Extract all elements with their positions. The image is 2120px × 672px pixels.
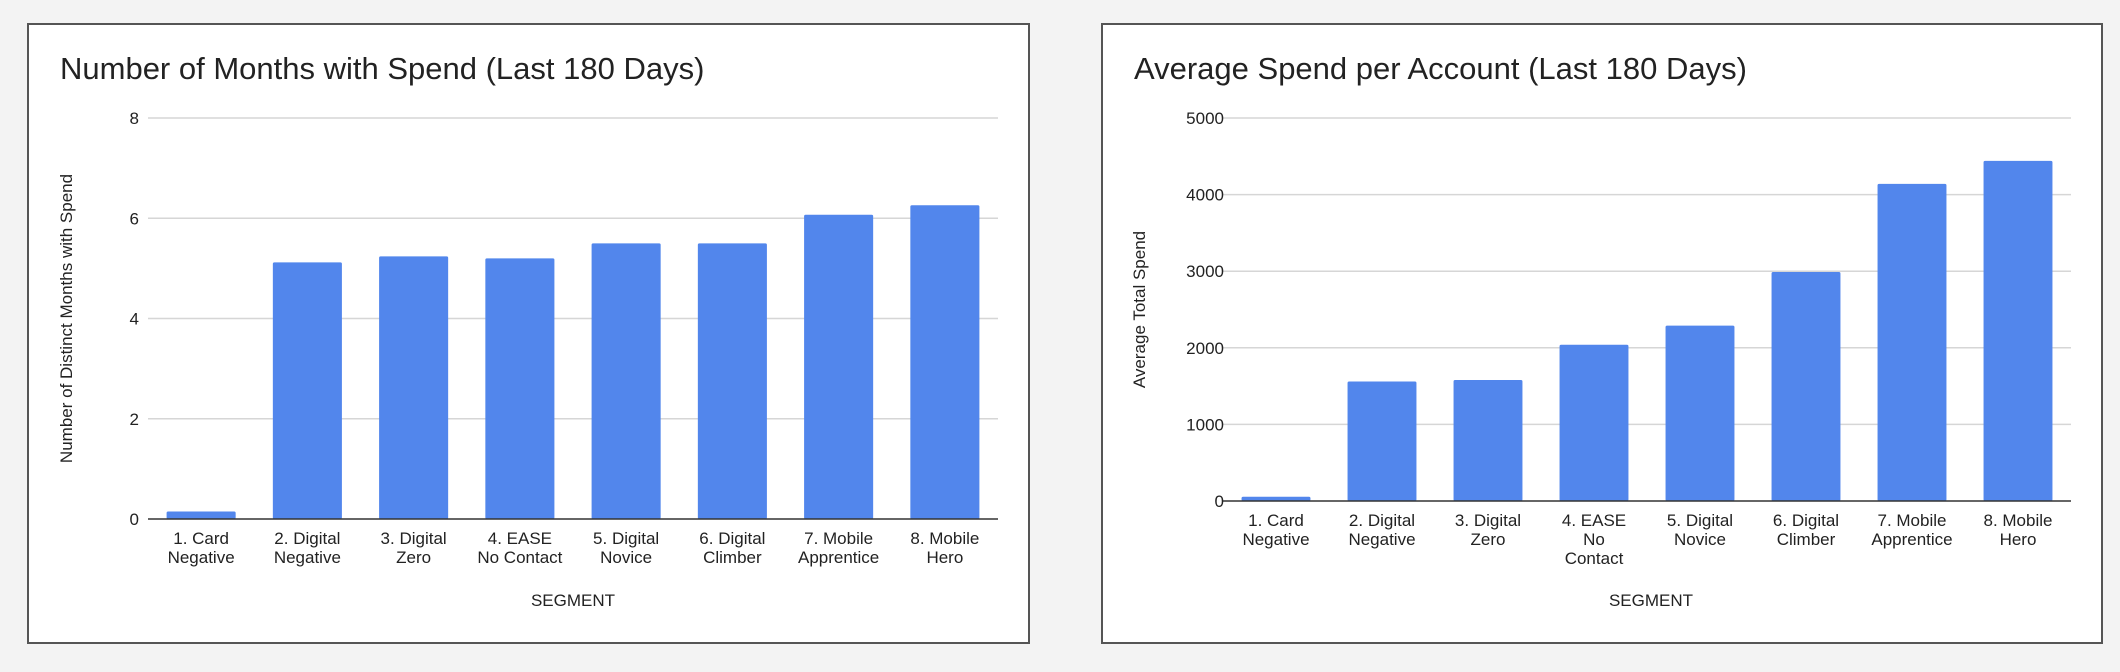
- x-tick-label-line: Apprentice: [1871, 530, 1952, 549]
- x-tick-label-line: 3. Digital: [381, 529, 447, 548]
- y-tick-label: 4000: [1186, 186, 1224, 205]
- y-axis-title: Number of Distinct Months with Spend: [57, 174, 76, 463]
- x-tick-label: 7. Mobile Apprentice: [1871, 511, 1952, 549]
- x-tick-label-line: 5. Digital: [593, 529, 659, 548]
- x-tick-label-line: Hero: [2000, 530, 2037, 549]
- x-tick-label-line: 8. Mobile: [910, 529, 979, 548]
- x-tick-label-line: Negative: [1348, 530, 1415, 549]
- x-tick-label: 2. Digital Negative: [1348, 511, 1415, 549]
- x-tick-label-line: Climber: [703, 548, 762, 567]
- x-tick-label-line: Hero: [926, 548, 963, 567]
- bar: [591, 243, 661, 519]
- chart-title: Number of Months with Spend (Last 180 Da…: [60, 51, 705, 86]
- x-tick-label-line: Negative: [1242, 530, 1309, 549]
- x-tick-label: 1. Card Negative: [168, 529, 235, 567]
- x-tick-label-line: 1. Card: [1248, 511, 1304, 530]
- y-tick-label: 2000: [1186, 339, 1224, 358]
- x-tick-label: 4. EASE No Contact: [1562, 511, 1626, 568]
- x-tick-label-line: Zero: [1471, 530, 1506, 549]
- x-tick-label-line: Novice: [600, 548, 652, 567]
- bar: [1771, 271, 1841, 501]
- x-tick-label: 2. Digital Negative: [274, 529, 341, 567]
- chart-card-months-with-spend: Number of Months with Spend (Last 180 Da…: [27, 23, 1030, 644]
- bar: [1347, 381, 1417, 501]
- x-tick-label: 6. Digital Climber: [1773, 511, 1839, 549]
- bar: [804, 214, 874, 519]
- bar: [379, 256, 449, 519]
- x-tick-label-line: 7. Mobile: [1878, 511, 1947, 530]
- x-tick-label-line: 8. Mobile: [1984, 511, 2053, 530]
- y-axis-title: Average Total Spend: [1130, 231, 1149, 388]
- y-tick-label: 2: [130, 410, 139, 429]
- x-tick-label-line: Novice: [1674, 530, 1726, 549]
- x-tick-label: 3. Digital Zero: [1455, 511, 1521, 549]
- bar: [697, 243, 767, 519]
- x-tick-label: 6. Digital Climber: [699, 529, 765, 567]
- x-tick-label-line: No Contact: [477, 548, 562, 567]
- x-tick-label-line: 5. Digital: [1667, 511, 1733, 530]
- y-tick-label: 4: [130, 310, 139, 329]
- bar: [1877, 183, 1947, 501]
- x-tick-label-line: No: [1583, 530, 1605, 549]
- bar: [1665, 325, 1735, 501]
- x-tick-label-line: Contact: [1565, 549, 1624, 568]
- x-tick-label-line: Climber: [1777, 530, 1836, 549]
- x-tick-label-line: 7. Mobile: [804, 529, 873, 548]
- x-tick-label-line: Zero: [396, 548, 431, 567]
- chart-card-average-spend: Average Spend per Account (Last 180 Days…: [1101, 23, 2103, 644]
- y-tick-label: 6: [130, 209, 139, 228]
- bar: [910, 205, 980, 519]
- bar: [485, 258, 555, 519]
- bar: [166, 511, 236, 519]
- x-tick-label-line: 2. Digital: [1349, 511, 1415, 530]
- y-tick-label: 0: [1215, 492, 1224, 511]
- bar: [1983, 160, 2053, 501]
- x-tick-label: 5. Digital Novice: [1667, 511, 1733, 549]
- y-tick-label: 0: [130, 510, 139, 529]
- x-tick-label-line: 4. EASE: [488, 529, 552, 548]
- x-tick-label-line: 3. Digital: [1455, 511, 1521, 530]
- bar: [272, 262, 342, 519]
- x-axis-title: SEGMENT: [531, 591, 615, 610]
- x-tick-label-line: 2. Digital: [274, 529, 340, 548]
- chart-title: Average Spend per Account (Last 180 Days…: [1134, 51, 1747, 86]
- x-tick-label-line: 4. EASE: [1562, 511, 1626, 530]
- y-tick-label: 3000: [1186, 262, 1224, 281]
- y-tick-label: 1000: [1186, 415, 1224, 434]
- x-tick-label: 7. Mobile Apprentice: [798, 529, 879, 567]
- y-tick-label: 8: [130, 109, 139, 128]
- x-tick-label-line: 6. Digital: [1773, 511, 1839, 530]
- x-tick-label-line: 1. Card: [173, 529, 229, 548]
- bar: [1559, 344, 1629, 501]
- x-tick-label: 3. Digital Zero: [381, 529, 447, 567]
- x-tick-label: 4. EASE No Contact: [477, 529, 562, 567]
- x-tick-label: 8. Mobile Hero: [1984, 511, 2053, 549]
- x-tick-label: 5. Digital Novice: [593, 529, 659, 567]
- x-tick-label-line: Apprentice: [798, 548, 879, 567]
- y-tick-label: 5000: [1186, 109, 1224, 128]
- bar: [1453, 379, 1523, 501]
- x-tick-label-line: Negative: [274, 548, 341, 567]
- bar: [1241, 496, 1311, 501]
- x-axis-title: SEGMENT: [1609, 591, 1693, 610]
- x-tick-label-line: Negative: [168, 548, 235, 567]
- x-tick-label: 8. Mobile Hero: [910, 529, 979, 567]
- x-tick-label-line: 6. Digital: [699, 529, 765, 548]
- x-tick-label: 1. Card Negative: [1242, 511, 1309, 549]
